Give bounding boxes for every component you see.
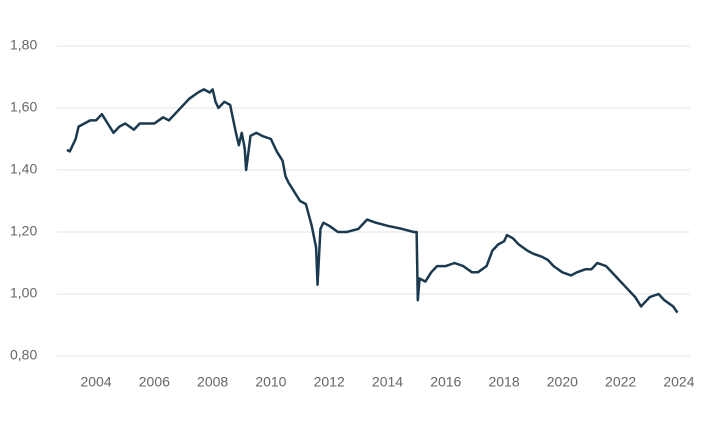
y-tick-label: 1,80 [10,37,37,53]
y-tick-label: 1,00 [10,285,37,301]
x-tick-label: 2006 [139,374,170,390]
x-tick-label: 2012 [314,374,345,390]
y-tick-label: 1,60 [10,99,37,115]
x-tick-label: 2010 [255,374,286,390]
y-tick-label: 1,40 [10,161,37,177]
x-tick-label: 2018 [488,374,519,390]
x-tick-label: 2016 [430,374,461,390]
x-tick-label: 2024 [663,374,694,390]
x-tick-label: 2022 [605,374,636,390]
y-tick-label: 1,20 [10,223,37,239]
x-tick-label: 2020 [547,374,578,390]
y-tick-label: 0,80 [10,347,37,363]
x-tick-label: 2004 [80,374,111,390]
x-tick-label: 2014 [372,374,403,390]
x-tick-label: 2008 [197,374,228,390]
line-series [66,88,679,314]
